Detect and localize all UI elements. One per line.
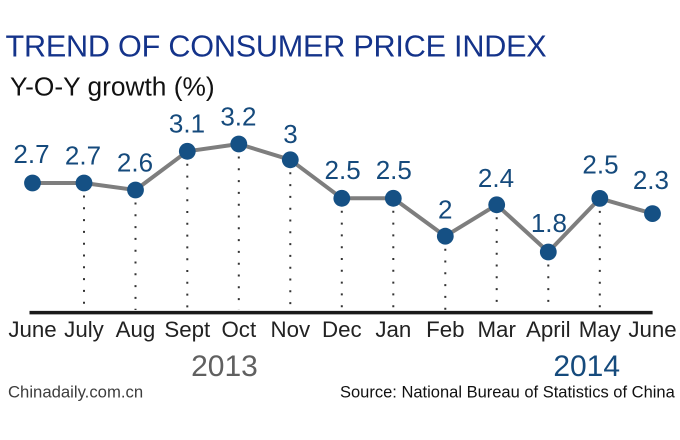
svg-text:June: June bbox=[8, 317, 56, 342]
svg-text:2.5: 2.5 bbox=[325, 155, 361, 185]
svg-text:May: May bbox=[579, 317, 622, 342]
svg-text:2.5: 2.5 bbox=[582, 150, 618, 180]
svg-text:Source: National Bureau of Sta: Source: National Bureau of Statistics of… bbox=[340, 384, 676, 402]
svg-text:2.6: 2.6 bbox=[117, 148, 153, 178]
svg-text:2.3: 2.3 bbox=[633, 165, 669, 195]
svg-text:3.2: 3.2 bbox=[220, 102, 256, 132]
svg-text:Feb: Feb bbox=[426, 317, 464, 342]
svg-text:June: June bbox=[628, 317, 676, 342]
svg-text:2: 2 bbox=[438, 195, 452, 225]
svg-text:April: April bbox=[526, 317, 571, 342]
svg-text:2013: 2013 bbox=[191, 350, 258, 383]
svg-text:TREND OF CONSUMER PRICE INDEX: TREND OF CONSUMER PRICE INDEX bbox=[6, 30, 547, 64]
svg-text:Aug: Aug bbox=[116, 317, 156, 342]
svg-text:Oct: Oct bbox=[221, 317, 256, 342]
svg-text:Nov: Nov bbox=[270, 317, 311, 342]
svg-text:Jan: Jan bbox=[375, 317, 411, 342]
svg-text:Y-O-Y growth (%): Y-O-Y growth (%) bbox=[10, 72, 215, 102]
svg-text:Dec: Dec bbox=[322, 317, 362, 342]
svg-text:2.7: 2.7 bbox=[13, 139, 49, 169]
svg-text:2014: 2014 bbox=[553, 350, 620, 383]
svg-text:2.4: 2.4 bbox=[478, 163, 514, 193]
svg-text:2.7: 2.7 bbox=[65, 140, 101, 170]
svg-text:Sept: Sept bbox=[164, 317, 211, 342]
svg-text:2.5: 2.5 bbox=[376, 155, 412, 185]
svg-text:3: 3 bbox=[283, 119, 297, 149]
svg-text:Chinadaily.com.cn: Chinadaily.com.cn bbox=[8, 382, 143, 401]
svg-text:July: July bbox=[64, 317, 105, 342]
svg-text:1.8: 1.8 bbox=[531, 208, 567, 238]
svg-text:3.1: 3.1 bbox=[169, 109, 205, 139]
svg-text:Mar: Mar bbox=[477, 317, 516, 342]
